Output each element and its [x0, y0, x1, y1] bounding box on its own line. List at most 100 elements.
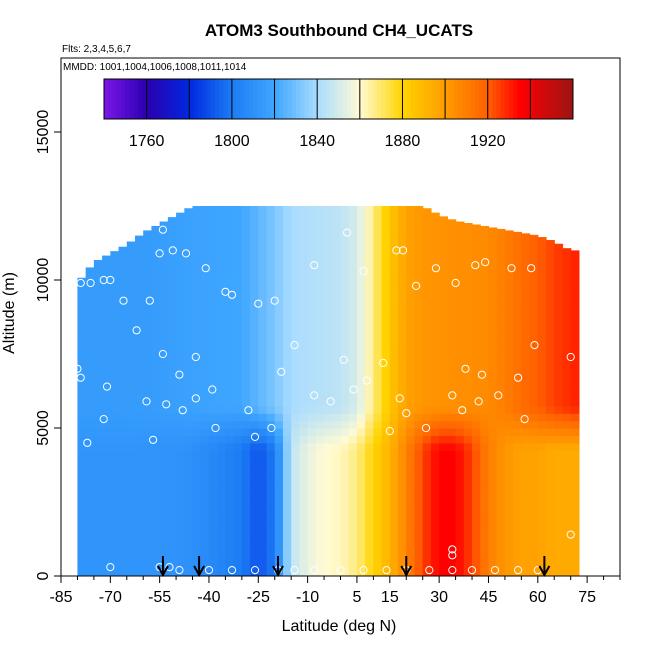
heat-cell: [291, 516, 300, 525]
heat-cell: [537, 354, 547, 362]
heat-cell: [167, 361, 177, 370]
heat-cell: [250, 376, 259, 385]
heat-cell: [373, 250, 383, 259]
heat-cell: [126, 241, 136, 244]
heat-cell: [200, 376, 210, 385]
colorbar-swatch: [500, 79, 506, 119]
heat-cell: [151, 450, 161, 459]
heat-cell: [200, 220, 210, 229]
heat-cell: [373, 561, 383, 570]
heat-cell: [126, 383, 136, 392]
heat-cell: [151, 331, 161, 340]
heat-cell: [266, 457, 276, 466]
heat-cell: [472, 561, 481, 570]
heat-cell: [546, 457, 555, 466]
heat-cell: [504, 309, 514, 318]
heat-cell: [192, 368, 202, 377]
heat-cell: [208, 487, 218, 496]
heat-cell: [554, 346, 564, 355]
heat-cell: [299, 546, 309, 555]
heat-cell: [233, 509, 243, 518]
heat-cell: [217, 546, 227, 555]
heat-cell: [537, 539, 547, 547]
heat-cell: [422, 435, 432, 444]
heat-cell: [299, 206, 309, 214]
heat-cell: [537, 442, 547, 451]
heat-cell: [472, 243, 481, 251]
down-arrow: [193, 556, 205, 578]
heat-cell: [200, 420, 210, 429]
heat-cell: [488, 435, 498, 444]
heat-cell: [307, 516, 317, 525]
heat-cell: [167, 524, 177, 533]
heat-cell: [356, 235, 366, 244]
colorbar-swatch: [176, 79, 182, 119]
heat-cell: [546, 494, 555, 503]
heat-cell: [200, 228, 210, 237]
heat-cell: [258, 368, 268, 377]
heat-cell: [250, 516, 259, 525]
heat-cell: [102, 391, 111, 399]
heat-cell: [537, 391, 547, 399]
sample-point: [76, 373, 85, 382]
heat-cell: [365, 546, 374, 555]
heat-cell: [447, 317, 457, 325]
colorbar-swatch: [509, 79, 514, 119]
heat-cell: [488, 465, 498, 473]
heat-cell: [176, 361, 185, 370]
heat-cell: [398, 280, 407, 288]
heat-cell: [447, 250, 457, 259]
heat-cell: [348, 280, 358, 288]
heat-cell: [307, 235, 317, 244]
heat-cell: [373, 228, 383, 237]
heat-cell: [143, 243, 153, 251]
heat-cell: [143, 250, 153, 259]
heat-cell: [184, 509, 194, 518]
heat-cell: [496, 539, 506, 547]
heat-cell: [504, 235, 514, 244]
heat-cell: [332, 243, 342, 251]
heat-cell: [299, 531, 309, 540]
heat-cell: [406, 442, 416, 451]
heat-cell: [291, 339, 300, 348]
heat-cell: [398, 531, 407, 540]
heat-cell: [480, 413, 490, 422]
down-arrow-head: [400, 565, 413, 578]
heat-cell: [208, 457, 218, 466]
x-tick-label: -70: [99, 589, 122, 606]
sample-point: [421, 423, 431, 433]
heat-cell: [554, 243, 564, 251]
heat-cell: [546, 546, 555, 555]
heat-cell: [291, 235, 300, 244]
heat-cell: [447, 376, 457, 385]
heat-cell: [365, 561, 374, 570]
heat-cell: [546, 561, 555, 570]
heat-cell: [373, 206, 383, 214]
heat-cell: [480, 265, 490, 274]
heat-cell: [348, 442, 358, 451]
heat-cell: [282, 428, 292, 436]
heat-cell: [455, 294, 465, 303]
heat-cell: [356, 361, 366, 370]
heat-cell: [85, 383, 95, 392]
heat-cell: [307, 457, 317, 466]
heat-cell: [151, 524, 161, 533]
heat-cell: [430, 265, 440, 274]
heat-cell: [389, 442, 399, 451]
heat-cell: [513, 428, 522, 436]
heat-cell: [455, 450, 465, 459]
heat-cell: [529, 235, 539, 244]
heat-cell: [430, 361, 440, 370]
heat-cell: [389, 324, 399, 333]
colorbar-tick-label: 1920: [470, 133, 506, 150]
heat-cell: [439, 228, 448, 237]
heat-cell: [208, 324, 218, 333]
heat-cell: [299, 376, 309, 385]
heat-cell: [488, 502, 498, 510]
heat-cell: [200, 494, 210, 503]
heat-cell: [176, 553, 185, 562]
heat-cell: [282, 302, 292, 311]
colorbar-swatch: [104, 79, 109, 119]
heat-cell: [463, 309, 473, 318]
